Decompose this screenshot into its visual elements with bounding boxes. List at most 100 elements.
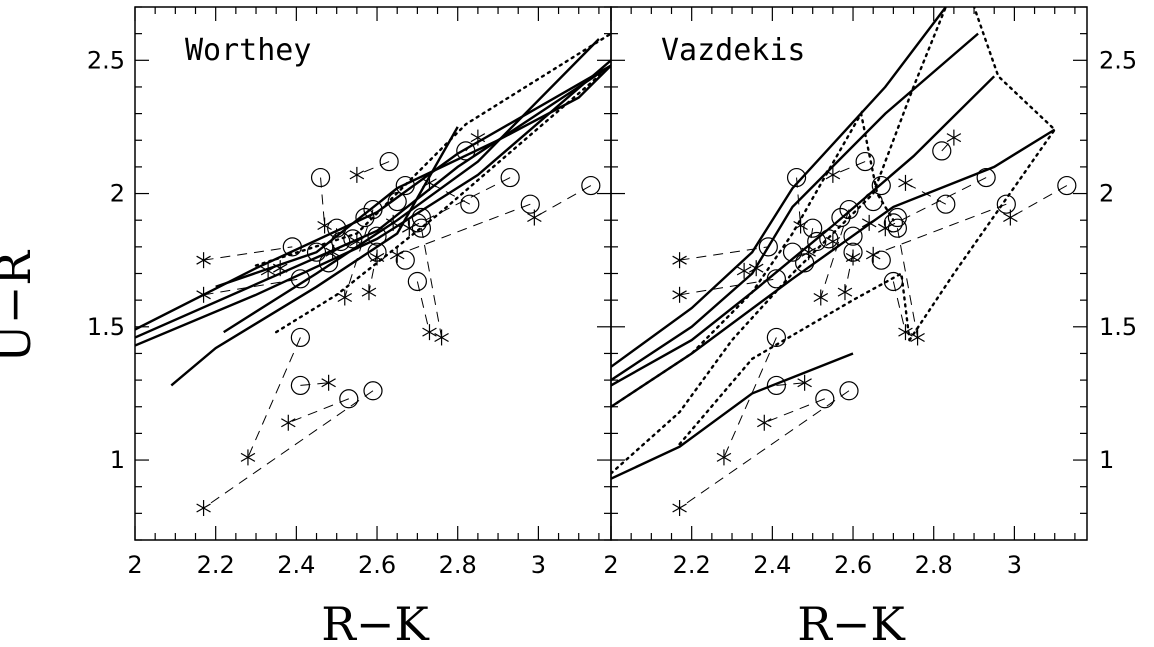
data-point-circle — [1057, 175, 1077, 196]
asterisk-stroke — [321, 378, 336, 388]
data-link-dashed — [344, 209, 374, 298]
data-link-dashed — [416, 281, 430, 333]
data-link-dashed — [873, 203, 1007, 256]
data-point-circle — [871, 250, 891, 270]
data-point-asterisk — [470, 129, 486, 146]
data-point-circle — [782, 242, 803, 262]
data-link-dashed — [332, 228, 338, 253]
model-line-dotted — [275, 64, 611, 334]
data-point-circle — [520, 194, 540, 214]
data-point-asterisk — [801, 244, 816, 261]
data-point-circle — [843, 226, 863, 246]
data-point-circle — [363, 381, 383, 401]
asterisk-stroke — [1003, 213, 1018, 223]
asterisk-stroke — [422, 327, 437, 337]
data-point-circle — [831, 207, 851, 228]
asterisk-stroke — [196, 255, 211, 265]
y-axis-title: U−R — [0, 250, 41, 363]
model-line-solid — [611, 128, 1056, 408]
data-point-circle — [282, 237, 302, 257]
data-point-asterisk — [240, 449, 256, 466]
asterisk-stroke — [672, 503, 687, 513]
asterisk-stroke — [748, 263, 764, 273]
data-point-circle — [290, 269, 310, 289]
data-point-asterisk — [272, 260, 288, 277]
data-point-circle — [331, 231, 351, 252]
data-link-dashed — [203, 390, 374, 509]
data-link-dashed — [796, 177, 802, 226]
data-link-dashed — [203, 246, 293, 261]
data-point-asterisk — [736, 262, 752, 279]
data-link-dashed — [764, 398, 825, 424]
y-tick-label: 2.5 — [1099, 46, 1137, 74]
data-link-dashed — [420, 228, 443, 338]
model-line-solid — [215, 64, 611, 288]
model-line-solid — [611, 75, 996, 387]
asterisk-stroke — [898, 327, 913, 337]
asterisk-stroke — [672, 255, 687, 265]
asterisk-stroke — [861, 218, 877, 228]
model-line-solid — [611, 352, 854, 480]
data-link-dashed — [679, 278, 777, 296]
data-point-asterisk — [422, 174, 437, 191]
data-point-circle — [411, 207, 432, 228]
asterisk-stroke — [349, 236, 365, 247]
asterisk-stroke — [337, 292, 353, 303]
data-point-circle — [976, 167, 996, 188]
model-line-solid — [135, 59, 611, 347]
data-point-circle — [883, 213, 903, 233]
x-tick-label: 2.4 — [277, 551, 315, 579]
model-line-solid — [170, 126, 459, 387]
data-point-circle — [815, 389, 835, 409]
x-axis-title-right: R−K — [797, 597, 906, 647]
data-point-circle — [581, 175, 601, 196]
asterisk-stroke — [260, 266, 276, 276]
data-point-circle — [339, 389, 359, 409]
data-point-circle — [395, 175, 415, 196]
data-point-circle — [411, 218, 432, 238]
x-tick-label: 2.8 — [439, 551, 477, 579]
asterisk-stroke — [672, 290, 687, 300]
x-tick-label: 2.6 — [358, 551, 396, 579]
data-point-asterisk — [910, 329, 925, 346]
x-tick-label: 2.8 — [915, 551, 953, 579]
asterisk-stroke — [196, 503, 211, 513]
panel-title: Vazdekis — [661, 33, 806, 68]
asterisk-stroke — [757, 418, 772, 428]
data-point-asterisk — [825, 166, 841, 183]
asterisk-stroke — [385, 218, 401, 228]
asterisk-stroke — [801, 247, 816, 257]
data-point-circle — [387, 191, 407, 212]
data-point-circle — [996, 194, 1016, 214]
panel-title: Worthey — [185, 33, 311, 68]
data-point-asterisk — [757, 414, 772, 431]
model-line-solid — [135, 64, 611, 339]
data-point-circle — [766, 327, 786, 348]
data-point-asterisk — [349, 166, 365, 183]
data-point-asterisk — [527, 209, 542, 226]
data-point-asterisk — [825, 233, 841, 250]
data-point-asterisk — [878, 220, 893, 237]
asterisk-stroke — [946, 133, 962, 143]
data-point-asterisk — [716, 449, 732, 466]
data-point-asterisk — [672, 500, 687, 517]
data-point-circle — [407, 271, 427, 292]
data-point-asterisk — [422, 324, 437, 341]
data-point-asterisk — [837, 284, 853, 301]
data-link-dashed — [808, 228, 814, 253]
data-point-asterisk — [861, 214, 877, 231]
data-point-circle — [932, 141, 952, 161]
data-point-circle — [456, 141, 476, 161]
data-point-asterisk — [865, 246, 881, 263]
data-point-asterisk — [813, 289, 829, 306]
data-link-dashed — [832, 161, 866, 176]
data-link-dashed — [679, 246, 769, 261]
data-point-circle — [807, 231, 827, 252]
data-point-circle — [758, 237, 778, 257]
data-point-circle — [766, 375, 786, 396]
data-point-asterisk — [281, 414, 296, 431]
y-tick-label: 2 — [110, 180, 125, 208]
data-link-dashed — [397, 203, 531, 256]
data-point-circle — [306, 242, 327, 262]
data-point-circle — [863, 191, 883, 212]
